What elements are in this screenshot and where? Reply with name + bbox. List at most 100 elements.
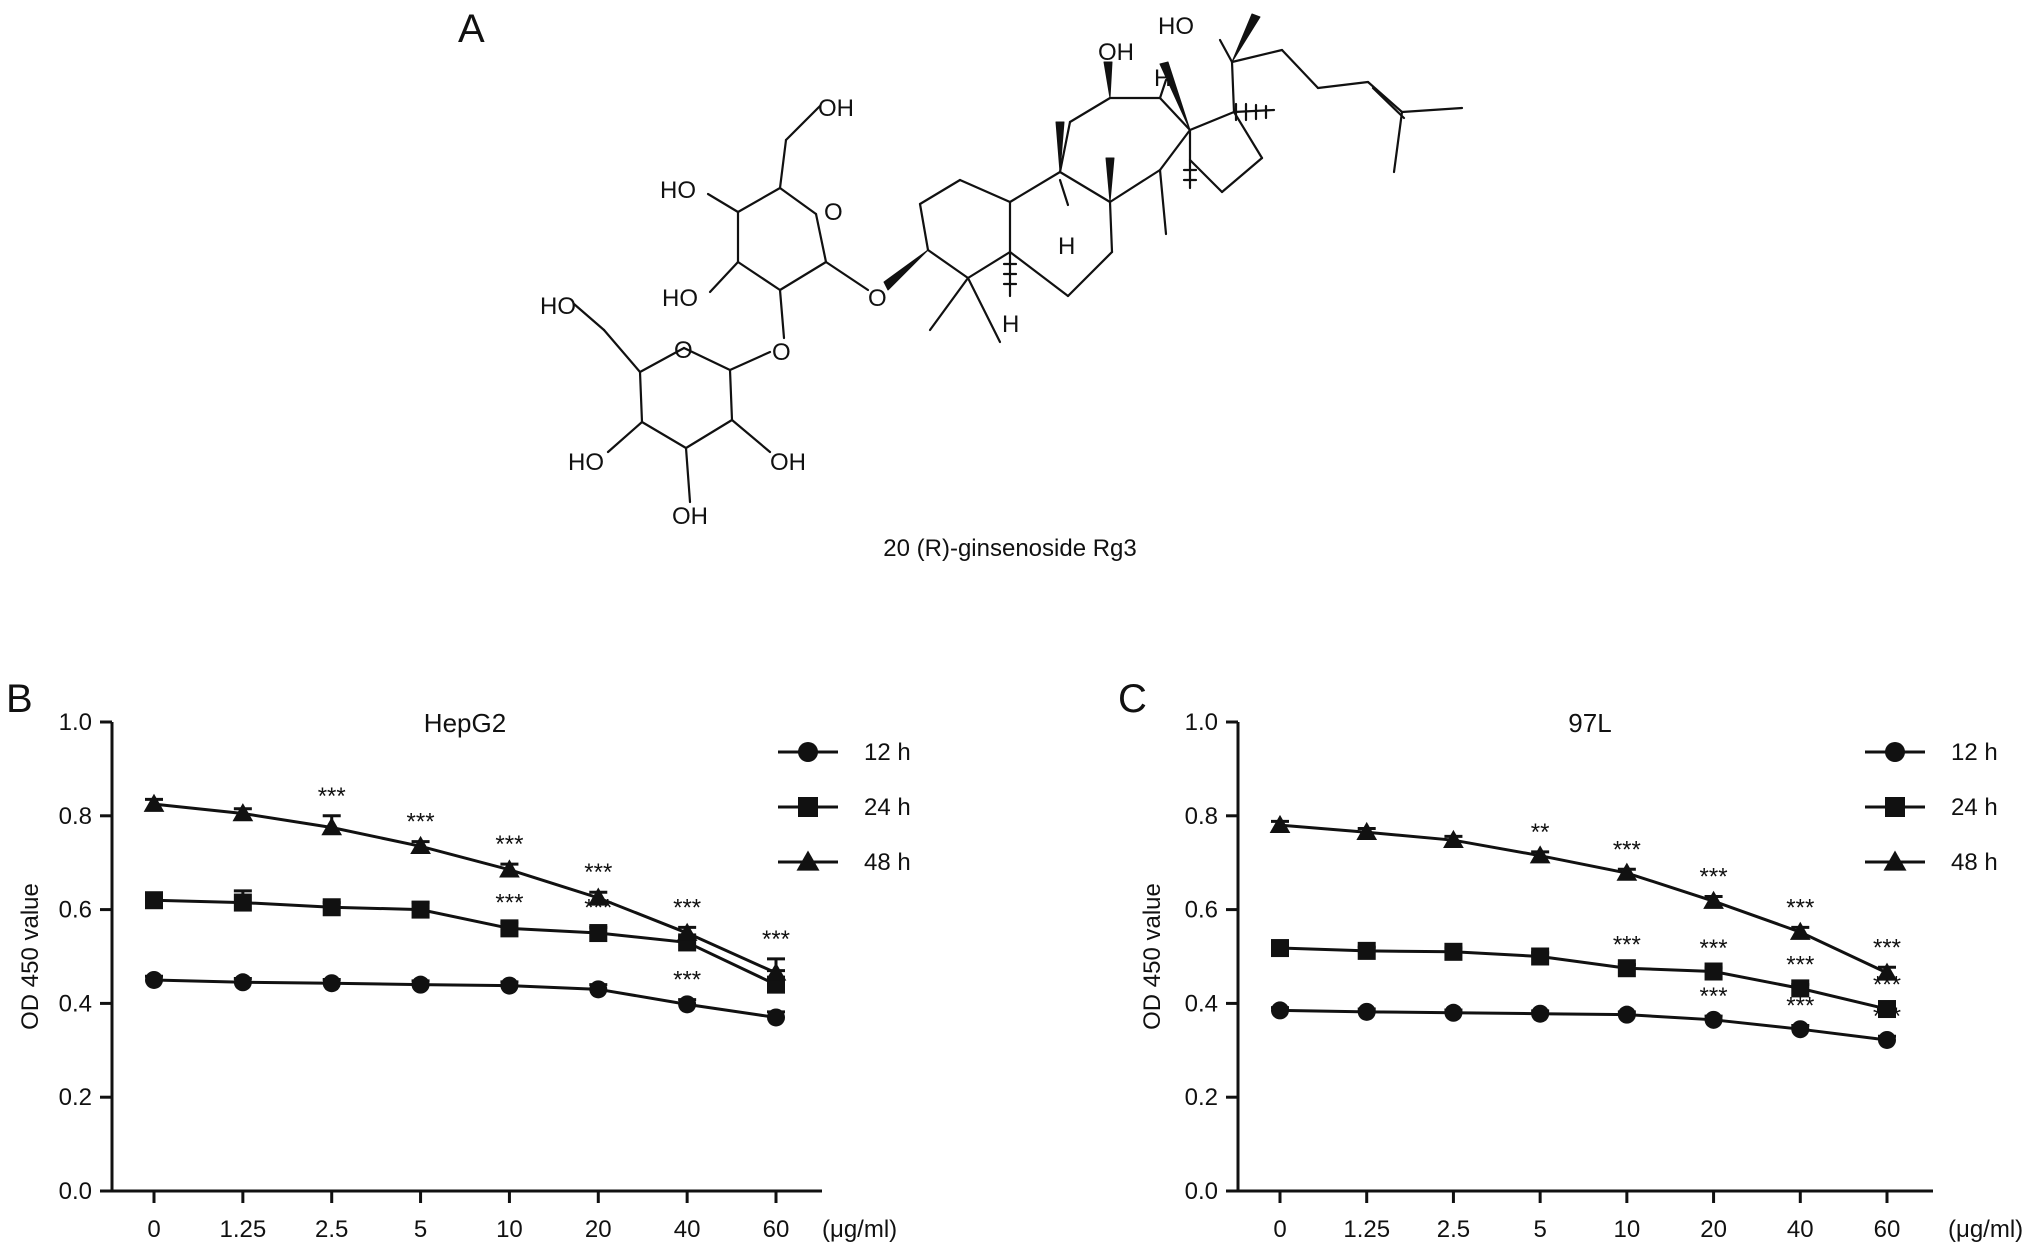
- data-point: [499, 859, 520, 878]
- legend-label: 48 h: [864, 849, 911, 876]
- data-point: [1878, 1030, 1896, 1049]
- data-point: [500, 919, 519, 938]
- y-tick-label: 1.0: [1185, 709, 1218, 736]
- legend-marker: [798, 742, 818, 762]
- series-line: [153, 898, 777, 986]
- y-axis-label: OD 450 value: [17, 883, 44, 1030]
- data-point: [765, 962, 787, 981]
- data-point: [589, 924, 608, 943]
- data-point: [145, 891, 163, 910]
- legend-label: 24 h: [864, 794, 911, 821]
- data-point: [1616, 862, 1638, 881]
- data-point: [676, 922, 698, 941]
- chart-title: HepG2: [424, 708, 506, 738]
- x-tick-label: 10: [1614, 1216, 1641, 1243]
- legend-marker: [1885, 797, 1905, 817]
- data-point: [1703, 890, 1724, 909]
- data-point: [1357, 1002, 1376, 1021]
- series-48h: *** *** *** *** *** ***: [143, 783, 790, 981]
- y-tick-label: 0.6: [59, 897, 92, 924]
- significance-label: ***: [495, 890, 523, 917]
- x-tick-label: 1.25: [219, 1216, 266, 1243]
- x-unit-label: (μg/ml): [1948, 1216, 2023, 1243]
- data-point: [1443, 829, 1464, 848]
- atom-label: HO: [660, 177, 696, 204]
- data-point: [1791, 1020, 1810, 1039]
- x-tick-label: 0: [147, 1216, 160, 1243]
- legend-marker: [1885, 742, 1905, 762]
- data-point: [1531, 947, 1550, 966]
- significance-label: ***: [1613, 931, 1641, 958]
- atom-label: O: [674, 337, 693, 364]
- data-point: [589, 980, 608, 999]
- data-point: [1617, 959, 1636, 978]
- x-tick-label: 1.25: [1343, 1216, 1390, 1243]
- data-point: [411, 900, 430, 919]
- significance-label: ***: [1613, 836, 1641, 863]
- series-line: [1279, 946, 1888, 1011]
- data-point: [322, 898, 341, 917]
- x-tick-label: 2.5: [315, 1216, 348, 1243]
- data-point: [678, 995, 697, 1014]
- panel-a-letter: A: [458, 7, 485, 51]
- y-tick-label: 0.6: [1185, 897, 1218, 924]
- atom-label: H: [1058, 233, 1075, 260]
- atom-label: HO: [540, 293, 576, 320]
- series-line: [153, 978, 777, 1019]
- series-line: [1279, 1008, 1888, 1042]
- panel-b: B 0.0 0.2 0.4 0.6 0.8 1.0 0 1.25 2.5 5 10 20 40 60 (μg…: [6, 677, 911, 1243]
- data-point: [1878, 1000, 1896, 1019]
- panel-b-letter: B: [6, 677, 33, 721]
- legend-label: 24 h: [1951, 794, 1998, 821]
- y-tick-label: 0.4: [59, 990, 92, 1017]
- data-point: [410, 835, 431, 855]
- series-24h: *** *** *** ***: [1271, 931, 1901, 1019]
- significance-label: ***: [407, 809, 435, 836]
- y-tick-label: 0.8: [1185, 803, 1218, 830]
- x-tick-label: 60: [1874, 1216, 1901, 1243]
- significance-label: ***: [1873, 934, 1901, 961]
- panel-c: C 0.0 0.2 0.4 0.6 0.8 1.0 0 1.25 2.5 5 10 20 40 60 (μg…: [1118, 677, 2023, 1243]
- data-point: [411, 975, 430, 994]
- chart-title: 97L: [1568, 708, 1611, 738]
- y-tick-label: 0.0: [1185, 1178, 1218, 1205]
- data-point: [1271, 1001, 1289, 1020]
- atom-label: OH: [672, 503, 708, 530]
- x-tick-label: 40: [1787, 1216, 1814, 1243]
- data-point: [232, 803, 254, 822]
- series-line: [1279, 823, 1888, 975]
- data-point: [143, 793, 165, 812]
- legend-label: 12 h: [864, 739, 911, 766]
- legend-marker: [1883, 850, 1907, 871]
- atom-label: O: [868, 285, 887, 312]
- y-tick-label: 0.8: [59, 803, 92, 830]
- data-point: [1704, 962, 1723, 981]
- y-tick-label: 1.0: [59, 709, 92, 736]
- x-tick-label: 0: [1273, 1216, 1286, 1243]
- data-point: [767, 1008, 785, 1027]
- y-tick-label: 0.0: [59, 1178, 92, 1205]
- legend-label: 48 h: [1951, 849, 1998, 876]
- data-point: [1357, 941, 1376, 960]
- molecule-structure: [572, 13, 1464, 504]
- significance-label: ***: [673, 894, 701, 921]
- significance-label: ***: [318, 783, 346, 810]
- data-point: [1529, 845, 1551, 864]
- atom-label: O: [772, 339, 791, 366]
- data-point: [1617, 1005, 1636, 1024]
- atom-label: HO: [662, 285, 698, 312]
- x-tick-label: 40: [674, 1216, 701, 1243]
- compound-caption: 20 (R)-ginsenoside Rg3: [883, 535, 1136, 562]
- data-point: [233, 893, 252, 912]
- chart-97l: 0.0 0.2 0.4 0.6 0.8 1.0 0 1.25 2.5 5 10 20 40 60 (μg/m…: [1139, 708, 2023, 1243]
- legend-label: 12 h: [1951, 739, 1998, 766]
- data-point: [500, 976, 519, 995]
- significance-label: ***: [495, 831, 523, 858]
- legend-marker: [796, 850, 820, 871]
- x-tick-label: 60: [763, 1216, 790, 1243]
- data-point: [145, 970, 163, 989]
- x-tick-label: 5: [1533, 1216, 1546, 1243]
- significance-label: ***: [1700, 863, 1728, 890]
- data-point: [1269, 814, 1291, 833]
